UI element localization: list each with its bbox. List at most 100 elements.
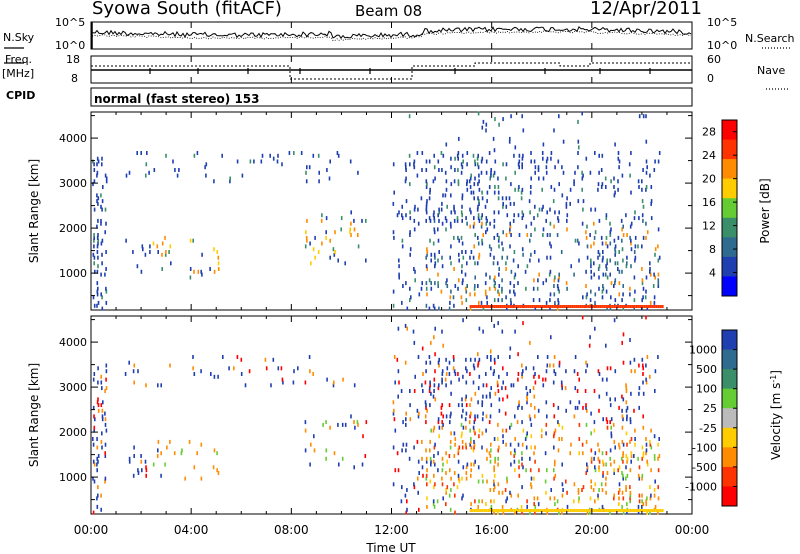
scatter-point [466,369,468,374]
ground-scatter-point [651,305,654,308]
ground-scatter-point [567,509,570,512]
scatter-point [474,499,476,504]
scatter-point [578,241,580,246]
scatter-point [496,261,499,266]
scatter-point [602,417,604,422]
scatter-point [437,386,440,391]
scatter-point [92,476,94,481]
scatter-point [517,493,519,498]
scatter-point [528,414,531,419]
ground-scatter-point [489,305,492,308]
scatter-point [594,300,596,305]
scatter-point [629,235,631,240]
scatter-point [477,196,479,201]
scatter-point [553,278,556,283]
scatter-point [513,284,515,288]
scatter-point [169,439,171,444]
scatter-point [642,372,644,376]
scatter-point [490,366,492,371]
scatter-point [642,502,645,507]
scatter-point [446,459,448,464]
scatter-point [466,221,468,226]
ground-scatter-point [557,509,560,512]
ground-scatter-point [495,305,498,308]
scatter-point [541,428,543,433]
scatter-point [505,162,508,167]
scatter-point [293,369,295,374]
scatter-point [642,366,644,371]
scatter-point [514,329,516,334]
scatter-point [334,230,336,235]
scatter-point [616,261,619,266]
scatter-point [522,428,525,433]
scatter-point [441,380,443,385]
scatter-point [477,400,479,405]
scatter-point [444,193,447,198]
velocity-colorbar-segment [722,330,737,351]
scatter-point [609,448,612,453]
scatter-point [469,292,471,297]
scatter-point [629,468,632,473]
scatter-point [164,462,166,467]
scatter-point [493,465,495,470]
scatter-point [457,451,460,456]
scatter-point [229,176,231,181]
scatter-point [541,151,544,155]
scatter-point [481,241,484,246]
scatter-point [417,459,420,464]
scatter-point [562,170,565,175]
ground-scatter-point [581,509,584,512]
scatter-point [192,355,194,359]
ground-scatter-point [481,305,484,308]
scatter-point [430,459,432,464]
scatter-point [485,216,488,221]
ground-scatter-point [485,509,488,512]
scatter-point [638,493,641,498]
scatter-point [614,247,616,252]
scatter-point [392,230,395,235]
scatter-point [505,233,508,237]
ground-scatter-point [593,509,596,512]
scatter-point [485,159,488,164]
scatter-point [573,369,576,374]
scatter-point [574,170,576,175]
scatter-point [622,258,624,263]
scatter-point [304,380,307,385]
scatter-point [445,383,447,388]
power-colorbar-tick-label: 28 [702,126,716,139]
scatter-point [510,383,513,388]
scatter-point [493,218,496,223]
scatter-point [445,179,448,184]
scatter-point [604,176,607,181]
scatter-point [165,153,167,158]
ground-scatter-point [547,305,550,308]
ground-scatter-point [641,509,644,512]
velocity-colorbar-segment [722,388,737,409]
scatter-point [450,431,452,436]
scatter-point [473,221,476,226]
ground-scatter-point [539,509,542,512]
scatter-point [434,462,436,467]
scatter-point [478,374,481,379]
scatter-point [417,221,420,226]
scatter-point [474,391,477,396]
scatter-point [413,162,415,167]
scatter-point [470,437,472,441]
scatter-point [634,244,637,249]
scatter-point [401,213,403,218]
scatter-point [578,422,581,427]
scatter-point [544,377,547,382]
scatter-point [353,227,356,232]
scatter-point [461,269,463,274]
scatter-point [577,139,580,144]
scatter-point [606,471,609,475]
scatter-point [453,482,455,487]
scatter-point [461,193,464,198]
ground-scatter-point [517,305,520,308]
scatter-point [429,403,431,408]
scatter-point [553,284,555,288]
scatter-point [288,151,291,155]
scatter-point [606,275,609,280]
scatter-point [457,459,460,464]
scatter-point [534,165,537,170]
